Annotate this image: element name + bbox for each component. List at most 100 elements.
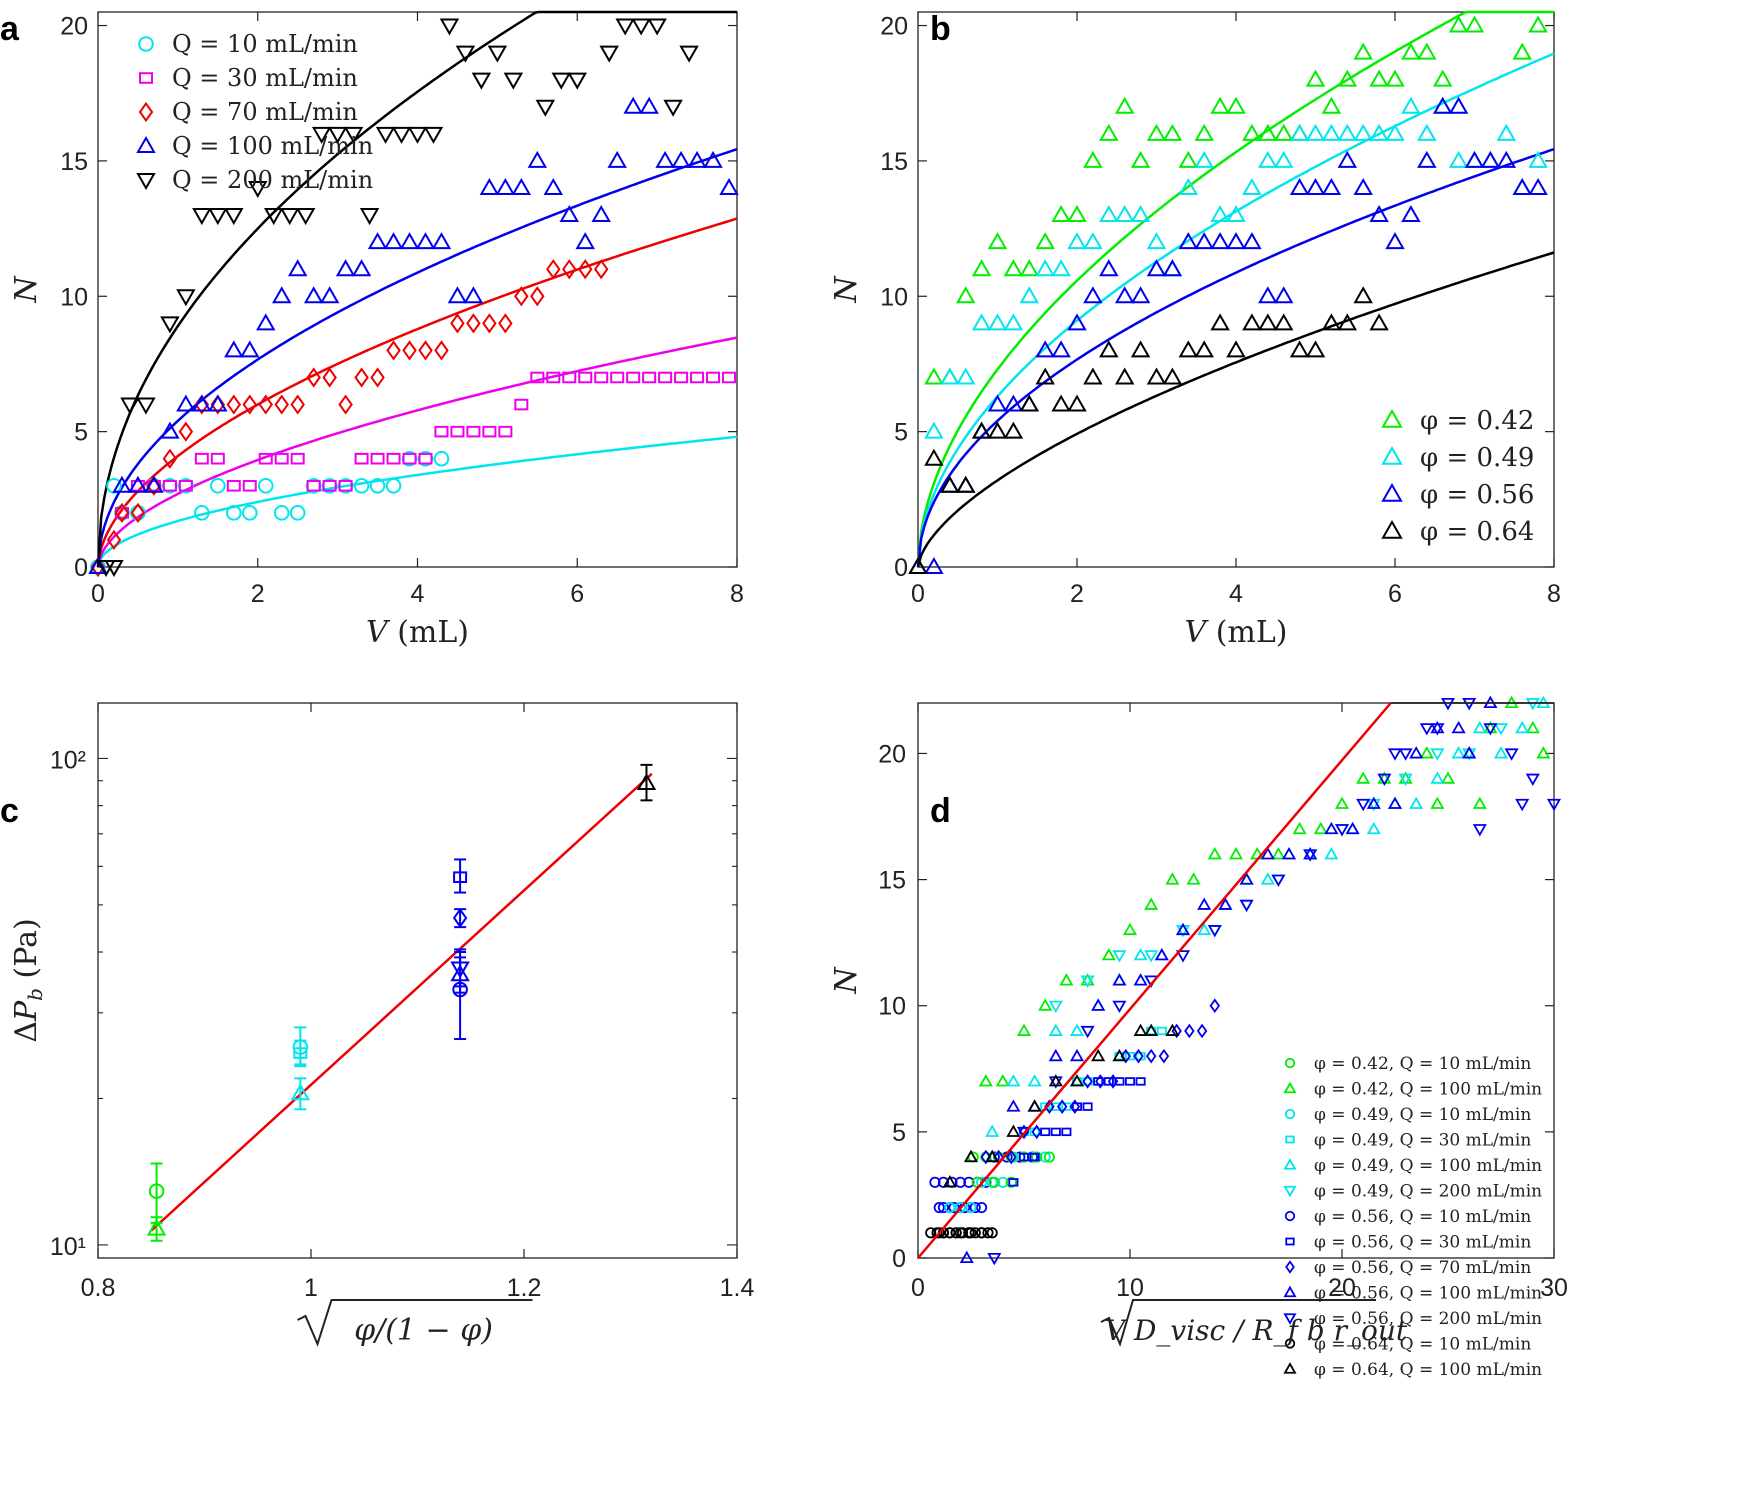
b-legend-marker xyxy=(1381,445,1403,465)
d-data-point xyxy=(1112,1000,1127,1014)
b-data-point xyxy=(1528,177,1548,195)
d-data-point xyxy=(980,1149,992,1165)
a-data-point xyxy=(482,425,497,438)
a-xlabel: V (mL) xyxy=(366,615,469,650)
d-data-point xyxy=(1165,1023,1180,1036)
a-data-point xyxy=(514,286,529,307)
d-data-point xyxy=(944,1201,956,1214)
a-legend-label: Q = 200 mL/min xyxy=(172,166,373,194)
a-data-point xyxy=(450,313,465,334)
b-xtick-label: 2 xyxy=(1070,580,1084,608)
b-data-point xyxy=(1242,232,1262,250)
b-data-point xyxy=(1464,150,1485,168)
d-data-point xyxy=(1018,1152,1030,1162)
d-legend-label: φ = 0.49, Q = 200 mL/min xyxy=(1314,1182,1542,1202)
b-data-point xyxy=(1003,394,1024,412)
b-data-point xyxy=(1369,313,1389,331)
c-data-point xyxy=(146,1218,167,1236)
a-data-point xyxy=(114,502,130,523)
b-data-point xyxy=(1321,313,1342,331)
b-data-point xyxy=(1448,150,1469,168)
b-data-point xyxy=(1385,69,1405,87)
a-data-point xyxy=(258,452,273,465)
a-data-point xyxy=(567,72,587,90)
b-ytick-label: 10 xyxy=(880,283,908,311)
b-xtick-label: 8 xyxy=(1547,580,1561,608)
a-fit-line xyxy=(96,336,738,568)
b-ytick-label: 15 xyxy=(880,148,908,176)
d-data-point xyxy=(1027,1099,1042,1112)
d-legend-marker xyxy=(1283,1285,1297,1298)
b-data-point xyxy=(1210,313,1230,331)
a-data-point xyxy=(386,452,401,465)
a-data-point xyxy=(562,259,577,280)
b-data-point xyxy=(1305,340,1326,358)
b-data-point xyxy=(1289,123,1310,141)
a-data-point xyxy=(482,313,497,334)
b-xlabel: V (mL) xyxy=(1185,615,1288,650)
d-ytick-label: 15 xyxy=(878,867,906,895)
b-data-point xyxy=(971,259,992,277)
a-fit-line xyxy=(96,10,737,568)
d-data-point xyxy=(1324,821,1339,835)
a-data-point xyxy=(210,452,225,465)
d-data-point xyxy=(1050,1102,1061,1111)
a-data-point xyxy=(289,505,306,521)
d-data-point xyxy=(1196,1023,1208,1039)
b-data-point xyxy=(1114,96,1135,114)
a-data-point xyxy=(241,505,258,521)
a-data-point xyxy=(194,505,210,521)
a-xlabel-unit: (mL) xyxy=(388,615,469,650)
b-data-point xyxy=(1353,42,1373,60)
d-data-point xyxy=(1144,950,1159,963)
a-data-point xyxy=(431,232,452,250)
b-data-point xyxy=(955,475,976,493)
a-data-point xyxy=(176,394,196,412)
a-data-point xyxy=(439,18,460,36)
a-data-point xyxy=(546,371,561,384)
b-xtick-label: 6 xyxy=(1388,580,1402,608)
a-xtick-label: 0 xyxy=(91,580,105,608)
b-data-point xyxy=(1099,340,1119,358)
b-data-point xyxy=(1146,123,1167,141)
d-data-point xyxy=(1218,897,1233,910)
b-data-point xyxy=(971,421,992,439)
d-data-point xyxy=(1135,1077,1146,1086)
a-data-point xyxy=(319,286,340,304)
a-data-point xyxy=(415,232,436,250)
b-data-point xyxy=(955,367,976,385)
a-data-point xyxy=(264,208,284,226)
b-data-point xyxy=(1480,150,1501,168)
a-data-point xyxy=(626,371,641,384)
a-data-point xyxy=(226,479,241,492)
c-fit-line xyxy=(150,772,653,1232)
a-data-point xyxy=(224,340,244,358)
b-data-point xyxy=(1162,123,1183,141)
b-data-point xyxy=(1448,96,1469,114)
b-data-point xyxy=(1305,123,1326,141)
b-data-point xyxy=(1099,259,1119,277)
d-data-point xyxy=(1050,1127,1061,1137)
b-data-point xyxy=(1051,340,1071,358)
d-data-point xyxy=(1006,1149,1017,1165)
d-data-point xyxy=(965,1201,977,1214)
a-data-point xyxy=(671,150,691,168)
b-data-point xyxy=(1242,313,1262,331)
b-data-point xyxy=(1242,177,1262,195)
b-data-point xyxy=(1258,123,1278,141)
d-data-point xyxy=(1430,771,1445,784)
d-data-point xyxy=(942,1175,957,1188)
b-data-point xyxy=(1083,286,1103,304)
d-data-point xyxy=(1409,796,1424,809)
d-data-point xyxy=(1366,821,1381,835)
d-data-point xyxy=(1462,746,1477,759)
b-data-point xyxy=(987,394,1008,412)
a-data-point xyxy=(719,177,739,195)
a-data-point xyxy=(655,150,675,168)
c-xtick-label: 1.4 xyxy=(720,1274,755,1302)
a-data-point xyxy=(615,18,635,36)
d-ytick-label: 20 xyxy=(878,740,906,768)
d-legend-label: φ = 0.49, Q = 10 mL/min xyxy=(1314,1105,1531,1125)
c-ylabel-p: P xyxy=(9,1000,44,1022)
d-data-point xyxy=(985,1124,1000,1137)
